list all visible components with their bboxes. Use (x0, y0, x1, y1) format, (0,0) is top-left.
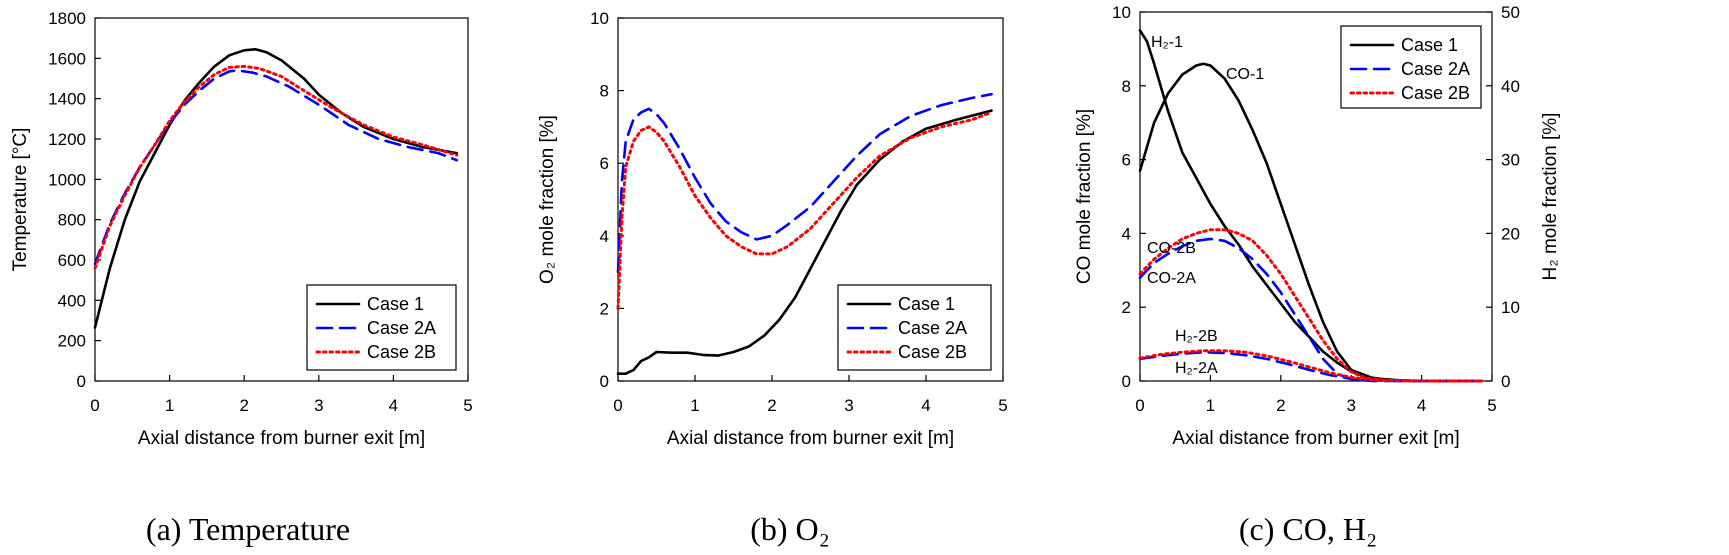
y-tick-label: 4 (1122, 224, 1131, 243)
chart-panel-1: 0 1 2 3 4 5 0 200 400 600 800 1000 1200 1400 1600 1800 A… (10, 9, 473, 547)
x-tick-label: 1 (1206, 396, 1215, 415)
legend-entry: Case 2A (898, 318, 967, 338)
curve-annotation: CO-1 (1226, 66, 1264, 83)
x-axis-label: Axial distance from burner exit [m] (667, 428, 954, 449)
x-tick-label: 5 (998, 396, 1007, 415)
panel-caption: (c) CO, H₂ (1239, 511, 1377, 547)
legend: Case 1 Case 2A Case 2B (306, 284, 457, 371)
x-tick-label: 1 (165, 396, 174, 415)
x-tick-label: 0 (90, 396, 99, 415)
y-tick-label: 6 (600, 154, 609, 173)
y-tick-label: 10 (590, 9, 609, 28)
series-case-1 (616, 109, 993, 376)
x-tick-label: 0 (1135, 396, 1144, 415)
y-tick-label: 8 (600, 82, 609, 101)
legend-entry: Case 1 (898, 294, 955, 314)
y-tick-label: 0 (77, 372, 86, 391)
panel-caption: (a) Temperature (146, 511, 350, 547)
y-axis-label: Temperature [°C] (10, 128, 31, 272)
y2-tick-label: 10 (1501, 298, 1520, 317)
y2-tick-label: 50 (1501, 3, 1520, 22)
curve-annotation: CO-2A (1147, 270, 1196, 287)
x-tick-label: 5 (463, 396, 472, 415)
x-tick-label: 1 (690, 396, 699, 415)
y2-tick-label: 30 (1501, 151, 1520, 170)
plot-frame (94, 17, 469, 382)
legend-entry: Case 1 (367, 294, 424, 314)
y-tick-label: 0 (1122, 372, 1131, 391)
legend: Case 1 Case 2A Case 2B (837, 284, 992, 371)
x-axis-label: Axial distance from burner exit [m] (1172, 428, 1459, 449)
legend-entry: Case 1 (1401, 35, 1458, 55)
legend-entry: Case 2A (367, 318, 436, 338)
series-case-2a (93, 69, 459, 266)
curve-annotation: H₂-2A (1175, 360, 1218, 377)
y-tick-label: 800 (58, 211, 86, 230)
x-tick-label: 0 (613, 396, 622, 415)
y-tick-label: 200 (58, 332, 86, 351)
plot-frame (617, 17, 1004, 382)
x-tick-label: 4 (921, 396, 930, 415)
y2-axis-label: H₂ mole fraction [%] (1540, 113, 1561, 281)
y2-tick-label: 0 (1501, 372, 1510, 391)
y-axis-label: O₂ mole fraction [%] (537, 115, 558, 284)
y-tick-label: 1400 (48, 90, 86, 109)
x-tick-label: 2 (239, 396, 248, 415)
x-tick-label: 4 (389, 396, 398, 415)
y-tick-label: 1600 (48, 49, 86, 68)
legend-entry: Case 2B (367, 342, 436, 362)
y-tick-label: 600 (58, 251, 86, 270)
y-tick-label: 1000 (48, 170, 86, 189)
legend: Case 1 Case 2A Case 2B (1340, 25, 1482, 109)
y-tick-label: 0 (600, 372, 609, 391)
x-tick-label: 2 (1276, 396, 1285, 415)
series-case-1 (93, 47, 459, 329)
x-tick-label: 4 (1417, 396, 1426, 415)
series-case-2a (616, 92, 993, 274)
x-tick-label: 3 (844, 396, 853, 415)
y-tick-label: 1800 (48, 9, 86, 28)
x-tick-label: 3 (1346, 396, 1355, 415)
x-tick-label: 2 (767, 396, 776, 415)
series-case-2b-h-2b (1138, 349, 1483, 383)
series-case-2b-co-2b (1138, 228, 1483, 383)
curve-annotation: CO-2B (1147, 240, 1196, 257)
y-tick-label: 400 (58, 291, 86, 310)
legend-entry: Case 2B (898, 342, 967, 362)
series-case-2b (616, 110, 993, 310)
legend-entry: Case 2B (1401, 83, 1470, 103)
y-tick-label: 6 (1122, 151, 1131, 170)
x-tick-label: 5 (1487, 396, 1496, 415)
y-tick-label: 1200 (48, 130, 86, 149)
curve-annotation: H₂-1 (1151, 34, 1183, 51)
plot-frame (1139, 11, 1493, 382)
y-tick-label: 10 (1112, 3, 1131, 22)
series-case-2b (93, 64, 459, 270)
panel-caption: (b) O₂ (750, 511, 830, 547)
y-tick-label: 8 (1122, 77, 1131, 96)
y-tick-label: 2 (1122, 298, 1131, 317)
chart-panel-2: 0 1 2 3 4 5 0 2 4 6 8 10 Axial distance from burner … (537, 9, 1008, 547)
legend-entry: Case 2A (1401, 59, 1470, 79)
y-tick-label: 2 (600, 299, 609, 318)
y-axis-label: CO mole fraction [%] (1074, 109, 1095, 284)
x-axis-label: Axial distance from burner exit [m] (138, 428, 425, 449)
x-tick-label: 3 (314, 396, 323, 415)
y2-tick-label: 20 (1501, 224, 1520, 243)
curve-annotation: H₂-2B (1175, 328, 1218, 345)
y-tick-label: 4 (600, 227, 609, 246)
y2-tick-label: 40 (1501, 77, 1520, 96)
